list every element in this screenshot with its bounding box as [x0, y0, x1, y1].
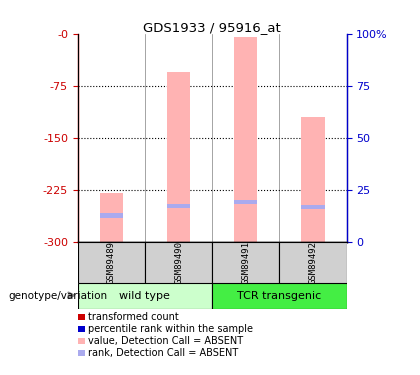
Text: transformed count: transformed count	[88, 312, 179, 322]
Bar	[79, 350, 84, 356]
Bar	[79, 314, 84, 320]
Bar	[279, 242, 346, 283]
Bar	[79, 326, 84, 332]
Bar	[78, 242, 145, 283]
Bar	[234, 200, 257, 204]
Bar	[100, 213, 123, 217]
Text: rank, Detection Call = ABSENT: rank, Detection Call = ABSENT	[88, 348, 239, 358]
Text: GDS1933 / 95916_at: GDS1933 / 95916_at	[143, 21, 281, 34]
Text: TCR transgenic: TCR transgenic	[237, 291, 321, 301]
Text: GSM89492: GSM89492	[308, 241, 318, 284]
Bar	[167, 72, 190, 242]
Bar	[212, 283, 346, 309]
Bar	[79, 338, 84, 344]
Text: GSM89491: GSM89491	[241, 241, 250, 284]
Bar	[301, 117, 325, 242]
Bar	[212, 242, 279, 283]
Text: wild type: wild type	[119, 291, 171, 301]
Bar	[100, 194, 123, 242]
Text: genotype/variation: genotype/variation	[8, 291, 108, 301]
Text: GSM89489: GSM89489	[107, 241, 116, 284]
Text: GSM89490: GSM89490	[174, 241, 183, 284]
Text: percentile rank within the sample: percentile rank within the sample	[88, 324, 253, 334]
Bar	[301, 205, 325, 209]
Bar	[78, 283, 212, 309]
Text: value, Detection Call = ABSENT: value, Detection Call = ABSENT	[88, 336, 243, 346]
Bar	[145, 242, 212, 283]
Bar	[234, 37, 257, 242]
Bar	[167, 204, 190, 208]
